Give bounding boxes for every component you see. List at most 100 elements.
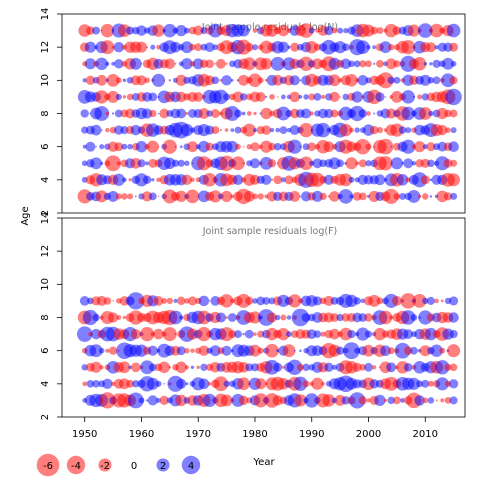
residual-bubble bbox=[159, 395, 169, 406]
residual-bubble bbox=[153, 296, 164, 306]
y-tick-label: 4 bbox=[40, 177, 51, 183]
residual-bubble bbox=[351, 91, 363, 103]
residual-bubble bbox=[308, 27, 315, 34]
residual-bubble bbox=[401, 310, 416, 325]
residual-bubble bbox=[176, 346, 186, 356]
residual-bubble bbox=[250, 142, 260, 152]
residual-bubble bbox=[82, 381, 88, 387]
legend-label: 4 bbox=[188, 461, 194, 472]
residual-bubble bbox=[122, 78, 127, 83]
residual-bubble bbox=[294, 394, 307, 407]
legend-bubble bbox=[36, 453, 60, 477]
residual-bubble bbox=[112, 173, 125, 186]
residual-bubble bbox=[171, 159, 180, 167]
residual-bubble bbox=[373, 112, 376, 115]
residual-bubble bbox=[444, 397, 452, 404]
residual-bubble bbox=[432, 59, 441, 68]
residual-bubble bbox=[85, 141, 96, 152]
residual-bubble bbox=[141, 191, 153, 202]
residual-bubble bbox=[400, 397, 406, 403]
residual-bubble bbox=[242, 145, 245, 148]
residual-bubble bbox=[95, 90, 109, 104]
residual-bubble bbox=[211, 126, 220, 135]
residual-bubble bbox=[242, 332, 245, 336]
residual-bubble bbox=[220, 190, 233, 203]
residual-bubble bbox=[331, 364, 338, 370]
residual-bubble bbox=[122, 95, 127, 99]
residual-bubble bbox=[309, 111, 314, 116]
residual-bubble bbox=[245, 363, 254, 372]
y-tick-label: 8 bbox=[40, 314, 51, 320]
panel-logN-bubbles bbox=[77, 23, 462, 205]
bubble-size-legend: -6 -4 -2 0 2 4 bbox=[36, 453, 201, 477]
residual-bubble bbox=[175, 361, 187, 374]
residual-bubble bbox=[434, 45, 439, 50]
residual-bubble bbox=[305, 41, 318, 54]
residual-bubble bbox=[148, 192, 157, 201]
y-tick-label: 6 bbox=[40, 347, 51, 353]
residual-bubble bbox=[245, 296, 254, 306]
residual-bubble bbox=[280, 314, 287, 321]
residual-bubble bbox=[269, 127, 275, 133]
residual-bubble bbox=[276, 96, 279, 98]
residual-bubble bbox=[100, 161, 104, 165]
residual-bubble bbox=[269, 94, 275, 100]
residual-bubble bbox=[127, 392, 144, 409]
residual-bubble bbox=[220, 394, 233, 407]
residual-bubble bbox=[432, 76, 441, 85]
residual-bubble bbox=[244, 329, 254, 339]
residual-bubble bbox=[394, 342, 411, 359]
residual-bubble bbox=[84, 41, 96, 53]
residual-bubble bbox=[147, 395, 158, 406]
residual-bubble bbox=[130, 362, 141, 373]
residual-bubble bbox=[100, 129, 103, 131]
residual-bubble bbox=[364, 330, 373, 338]
residual-bubble bbox=[238, 395, 249, 406]
residual-bubble bbox=[298, 23, 314, 38]
residual-bubble bbox=[114, 109, 123, 118]
residual-bubble bbox=[146, 46, 148, 48]
residual-bubble bbox=[260, 107, 272, 120]
residual-bubble bbox=[163, 79, 166, 82]
residual-bubble bbox=[236, 293, 251, 308]
residual-bubble bbox=[245, 42, 254, 52]
residual-bubble bbox=[163, 23, 177, 38]
residual-bubble bbox=[274, 314, 281, 321]
residual-bubble bbox=[157, 195, 160, 198]
residual-bubble bbox=[286, 315, 292, 320]
residual-bubble bbox=[383, 398, 388, 402]
residual-bubble bbox=[379, 41, 392, 54]
residual-bubble bbox=[238, 361, 249, 373]
residual-bubble bbox=[372, 45, 377, 50]
residual-bubble bbox=[122, 177, 127, 183]
residual-bubble bbox=[339, 173, 353, 187]
residual-bubble bbox=[92, 313, 100, 322]
y-tick-label: 14 bbox=[40, 212, 51, 225]
residual-bubble bbox=[401, 106, 415, 121]
residual-bubble bbox=[445, 127, 451, 133]
residual-bubble bbox=[407, 24, 421, 37]
residual-bubble bbox=[252, 298, 258, 304]
residual-bubble bbox=[437, 124, 448, 136]
residual-bubble bbox=[435, 360, 450, 375]
residual-bubble bbox=[422, 397, 429, 404]
legend-bubble bbox=[156, 458, 170, 472]
residual-bubble bbox=[156, 397, 161, 403]
residual-bubble bbox=[348, 60, 355, 68]
residual-bubble bbox=[364, 362, 373, 372]
residual-bubble bbox=[312, 158, 323, 169]
residual-bubble bbox=[358, 396, 367, 405]
residual-bubble bbox=[448, 141, 459, 152]
residual-bubble bbox=[366, 398, 371, 403]
residual-bubble bbox=[449, 296, 459, 306]
residual-bubble bbox=[248, 73, 262, 88]
residual-bubble bbox=[234, 126, 242, 134]
residual-bubble bbox=[157, 112, 160, 115]
residual-bubble bbox=[211, 76, 220, 85]
residual-bubble bbox=[232, 91, 244, 103]
residual-bubble bbox=[354, 127, 360, 133]
residual-bubble bbox=[144, 77, 150, 84]
residual-bubble bbox=[237, 377, 250, 391]
residual-bubble bbox=[349, 105, 365, 122]
